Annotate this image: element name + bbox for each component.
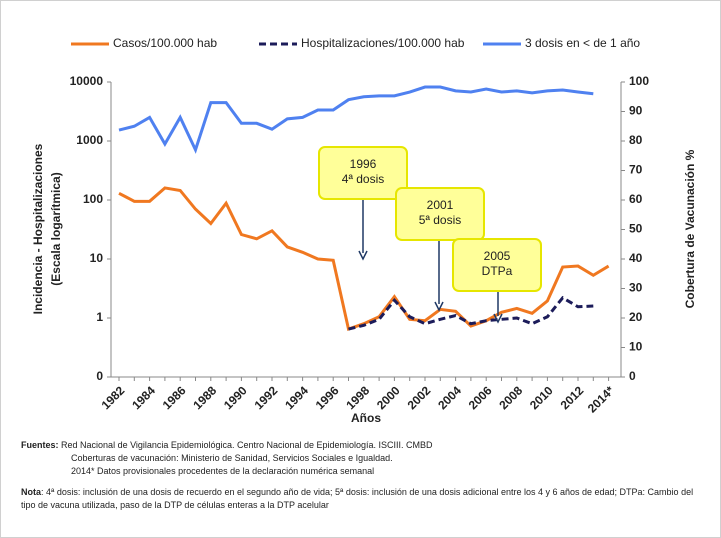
x-tick-label: 1996 [313,383,342,412]
y-tick-label: 1 [96,310,103,324]
y2-tick-label: 10 [629,340,643,354]
source-line: 2014* Datos provisionales procedentes de… [71,466,375,476]
legend-label: Hospitalizaciones/100.000 hab [301,36,465,50]
legend-label: 3 dosis en < de 1 año [525,36,640,50]
annotation-text: 2005 [484,249,511,263]
note-text: : 4ª dosis: inclusión de una dosis de re… [21,487,694,510]
annotation-text: 4ª dosis [342,172,384,186]
y-tick-label: 1000 [76,133,103,147]
x-tick-label: 1982 [99,383,128,412]
annotation-text: 5ª dosis [419,213,461,227]
y-axis-title: (Escala logarítmica) [49,172,63,285]
x-axis-title: Años [351,411,381,425]
y2-tick-label: 50 [629,222,643,236]
annotation-arrowhead [358,250,368,261]
x-tick-label: 1986 [160,383,189,412]
x-tick-label: 2004 [435,383,464,412]
chart: 0 1 10 100 1000 10000 0 10 20 30 40 50 60 70 80 90 100 19… [31,36,697,425]
annotation-arrowhead [493,313,503,324]
annotation-text: DTPa [482,264,513,278]
source-line: Coberturas de vacunación: Ministerio de … [71,453,393,463]
x-tick-label: 2008 [496,383,525,412]
y-tick-label: 10000 [70,74,104,88]
y2-tick-label: 60 [629,192,643,206]
y2-tick-label: 80 [629,133,643,147]
annotation-arrowhead [434,301,444,312]
y2-tick-label: 40 [629,251,643,265]
y2-tick-label: 100 [629,74,649,88]
x-tick-label: 2006 [466,383,495,412]
annotation-box [452,238,542,292]
annotation-box [395,187,485,241]
sources: Fuentes: Red Nacional de Vigilancia Epid… [21,439,701,452]
source-line: Red Nacional de Vigilancia Epidemiológic… [61,440,433,450]
series-line [118,85,594,154]
footnotes: Fuentes: Red Nacional de Vigilancia Epid… [21,439,701,512]
note: Nota: 4ª dosis: inclusión de una dosis d… [21,486,701,512]
y2-tick-label: 0 [629,369,636,383]
y2-tick-label: 90 [629,104,643,118]
legend-label: Casos/100.000 hab [113,36,217,50]
x-tick-label: 2002 [405,383,434,412]
y2-tick-label: 20 [629,310,643,324]
x-tick-label: 1990 [221,383,250,412]
y2-tick-label: 70 [629,163,643,177]
annotation-box [318,146,408,200]
series-line [348,295,594,331]
annotation-text: 1996 [350,157,377,171]
x-tick-label: 1994 [282,383,311,412]
y-axis-title: Incidencia - Hospitalizaciones [31,143,45,314]
x-tick-label: 1984 [129,383,158,412]
x-tick-label: 2014* [585,383,617,415]
x-tick-label: 1992 [252,383,281,412]
x-tick-label: 2012 [558,383,587,412]
x-tick-label: 2000 [374,383,403,412]
y-tick-label: 0 [96,369,103,383]
x-tick-label: 1998 [343,383,372,412]
y2-tick-label: 30 [629,281,643,295]
annotation-text: 2001 [427,198,454,212]
series-line [118,186,610,332]
y2-axis-title: Cobertura de Vacunación % [683,149,697,308]
y-tick-label: 100 [83,192,103,206]
note-label: Nota [21,487,41,497]
sources-label: Fuentes: [21,440,59,450]
y-tick-label: 10 [90,251,104,265]
x-tick-label: 2010 [527,383,556,412]
x-tick-label: 1988 [190,383,219,412]
